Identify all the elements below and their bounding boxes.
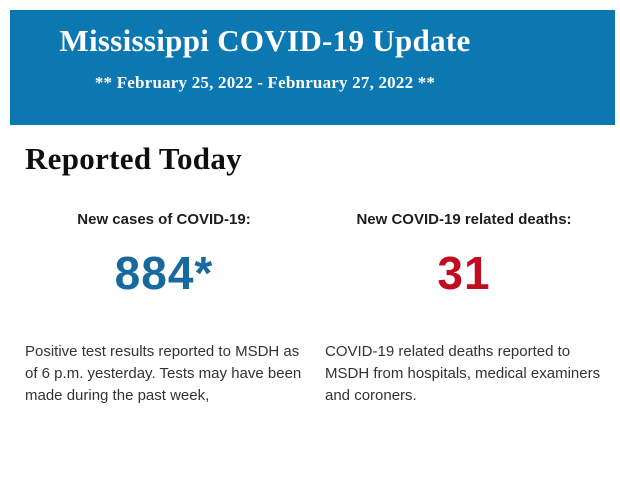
page-title: Mississippi COVID-19 Update xyxy=(59,23,471,58)
new-cases-value: 884* xyxy=(114,247,214,299)
new-cases-description: Positive test results reported to MSDH a… xyxy=(25,343,302,404)
header-banner: Mississippi COVID-19 Update ** February … xyxy=(10,10,615,125)
new-cases-label: New cases of COVID-19: xyxy=(77,211,251,228)
new-deaths-description: COVID-19 related deaths reported to MSDH… xyxy=(325,343,601,404)
stat-new-deaths: New COVID-19 related deaths: 31 COVID-19… xyxy=(325,211,603,441)
header-text-block: Mississippi COVID-19 Update ** February … xyxy=(10,10,520,94)
date-range: ** February 25, 2022 - Febnruary 27, 202… xyxy=(94,73,436,92)
new-deaths-label: New COVID-19 related deaths: xyxy=(356,211,572,228)
new-deaths-value: 31 xyxy=(437,247,491,299)
stat-new-cases: New cases of COVID-19: 884* Positive tes… xyxy=(25,211,303,441)
section-heading-reported-today: Reported Today xyxy=(25,141,242,176)
